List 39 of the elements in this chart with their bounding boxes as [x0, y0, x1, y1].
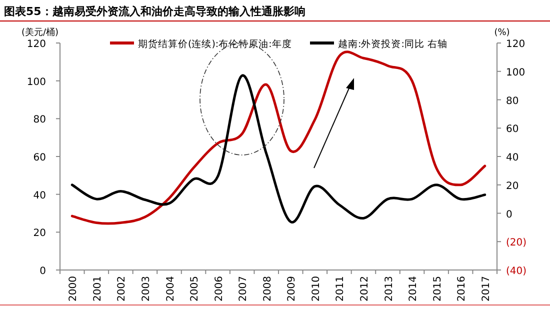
y-tick-label: 20	[33, 228, 46, 240]
y2-tick-label: 0	[506, 209, 512, 220]
x-tick-label: 2002	[116, 276, 128, 302]
x-tick-label: 2000	[68, 276, 80, 302]
x-tick-label: 2013	[384, 276, 395, 302]
x-tick-label: 2003	[140, 276, 152, 302]
x-tick-label: 2017	[480, 276, 492, 302]
y-tick-label: 60	[33, 152, 46, 164]
x-tick-label: 2001	[92, 276, 104, 302]
x-tick-label: 2007	[238, 276, 250, 302]
y2-tick-label: 80	[506, 96, 519, 107]
x-tick-label: 2004	[165, 276, 176, 302]
x-tick-label: 2010	[310, 276, 322, 302]
y2-tick-label: (20)	[506, 238, 527, 249]
y2-tick-label: (40)	[506, 266, 527, 277]
x-tick-label: 2008	[262, 276, 274, 302]
y2-axis-title: (%)	[494, 28, 510, 38]
x-tick-label: 2015	[432, 276, 444, 302]
y-tick-label: 80	[33, 114, 46, 126]
y-tick-label: 40	[33, 190, 46, 202]
x-tick-label: 2012	[359, 276, 370, 302]
x-tick-label: 2014	[408, 276, 420, 302]
y-tick-label: 100	[26, 76, 46, 88]
legend-label: 越南:外资投资:同比 右轴	[338, 38, 448, 50]
y-tick-label: 0	[40, 266, 46, 277]
y-tick-label: 120	[26, 39, 46, 50]
y2-tick-label: 120	[506, 39, 526, 50]
y2-tick-label: 20	[506, 180, 519, 192]
x-tick-label: 2006	[214, 276, 225, 302]
legend-label: 期货结算价(连续):布伦特原油:年度	[138, 38, 292, 50]
y-axis-title: (美元/桶)	[21, 27, 59, 38]
x-tick-label: 2011	[335, 276, 346, 302]
y2-tick-label: 60	[506, 124, 519, 136]
y2-tick-label: 100	[506, 67, 526, 78]
y2-tick-label: 40	[506, 152, 519, 164]
x-tick-label: 2009	[286, 276, 298, 302]
chart-title: 图表55：越南易受外资流入和油价走高导致的输入性通胀影响	[4, 5, 306, 18]
x-tick-label: 2016	[456, 276, 468, 302]
x-tick-label: 2005	[190, 276, 201, 302]
